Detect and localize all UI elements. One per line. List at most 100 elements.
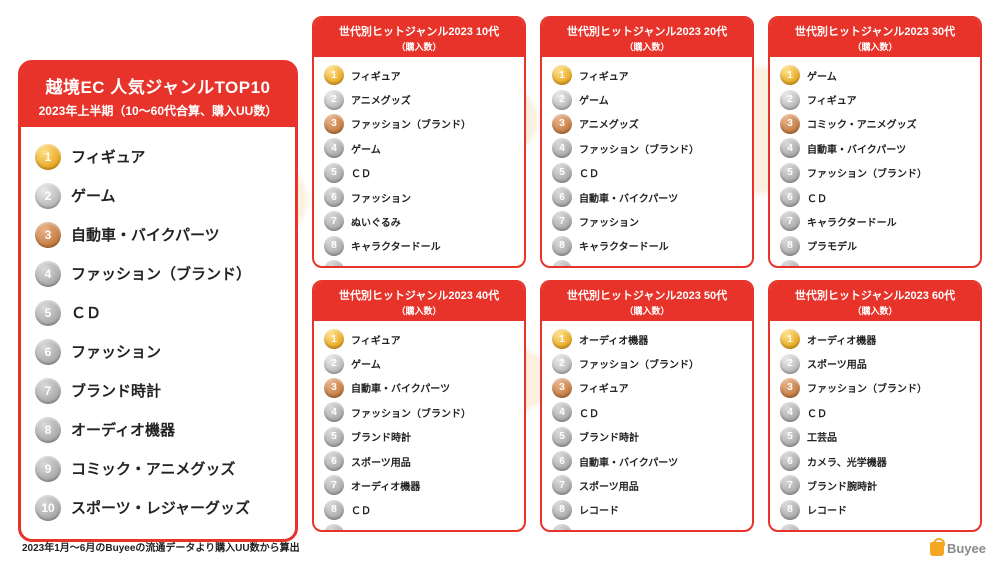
card-rank-row: 1 フィギュア [324,327,514,351]
main-rank-label: ゲーム [71,185,116,206]
card-rank-row: 3 フィギュア [552,376,742,400]
card-rank-label: 自動車・バイクパーツ [807,141,906,156]
rank-medal-7: 7 [780,475,800,495]
main-rank-row: 7 ブランド時計 [35,371,281,410]
card-rank-label: ゲーム [351,356,381,371]
card-header: 世代別ヒットジャンル2023 20代 （購入数） [542,18,752,57]
card-rank-label: ブランド腕時計 [807,478,877,493]
card-rank-label: フィギュア [807,527,857,532]
card-rank-label: 工芸品 [807,429,837,444]
card-rank-row: 8 プラモデル [780,234,970,258]
card-rank-label: プラモデル [579,527,629,532]
rank-medal-6: 6 [324,451,344,471]
card-rank-row: 2 ゲーム [552,87,742,111]
rank-medal-5: 5 [324,427,344,447]
rank-medal-4: 4 [552,402,572,422]
rank-medal-8: 8 [35,417,61,443]
main-subtitle: 2023年上半期（10～60代合算、購入UU数） [25,102,291,119]
card-rank-row: 2 フィギュア [780,87,970,111]
rank-medal-2: 2 [35,183,61,209]
card-rank-row: 1 フィギュア [324,63,514,87]
card-rank-label: ゲーム [807,68,837,83]
card-rank-label: カメラ、光学機器 [807,454,887,469]
main-rank-row: 1 フィギュア [35,137,281,176]
card-rank-row: 6 カメラ、光学機器 [780,449,970,473]
card-rank-row: 7 ぬいぐるみ [324,209,514,233]
rank-medal-4: 4 [552,138,572,158]
card-rank-label: ファッション（ブランド） [807,380,927,395]
card-rank-row: 3 自動車・バイクパーツ [324,376,514,400]
card-rank-label: ＣＤ [579,165,599,180]
rank-medal-8: 8 [552,500,572,520]
card-rank-label: ゲーム [579,92,609,107]
card-rank-row: 1 ゲーム [780,63,970,87]
card-rank-label: 自動車・バイクパーツ [579,454,678,469]
card-header: 世代別ヒットジャンル2023 60代 （購入数） [770,282,980,321]
card-rank-label: アニメグッズ [579,116,639,131]
card-subtitle: （購入数） [318,304,520,317]
card-rank-row: 3 ファッション（ブランド） [324,112,514,136]
card-rank-row: 9 プラモデル [552,522,742,532]
rank-medal-8: 8 [780,500,800,520]
card-rank-row: 3 アニメグッズ [552,112,742,136]
rank-medal-9: 9 [324,260,344,268]
card-rank-label: オーディオ機器 [807,332,876,347]
card-rank-row: 8 レコード [780,498,970,522]
card-rank-label: アニメグッズ [351,92,411,107]
card-rank-label: ブランド時計 [351,429,411,444]
rank-medal-4: 4 [780,402,800,422]
rank-medal-5: 5 [552,427,572,447]
rank-medal-3: 3 [780,114,800,134]
rank-medal-2: 2 [552,90,572,110]
card-rank-label: ぬいぐるみ [579,263,629,268]
card-rank-row: 6 スポーツ用品 [324,449,514,473]
rank-medal-1: 1 [324,65,344,85]
card-subtitle: （購入数） [774,304,976,317]
card-header: 世代別ヒットジャンル2023 50代 （購入数） [542,282,752,321]
rank-medal-1: 1 [552,329,572,349]
card-rank-row: 6 ファッション [324,185,514,209]
main-rank-row: 2 ゲーム [35,176,281,215]
card-rank-label: ブランド時計 [579,429,639,444]
age-group-grid: 世代別ヒットジャンル2023 10代 （購入数） 1 フィギュア 2 アニメグッ… [312,16,982,532]
rank-medal-6: 6 [552,451,572,471]
rank-medal-9: 9 [324,524,344,532]
card-rank-label: ファッション [807,263,867,268]
main-rank-row: 4 ファッション（ブランド） [35,254,281,293]
card-rank-row: 3 コミック・アニメグッズ [780,112,970,136]
card-rank-row: 1 フィギュア [552,63,742,87]
card-rank-label: プラモデル [807,238,857,253]
card-rank-label: ファッション [351,190,411,205]
card-rank-row: 9 フィギュア [780,522,970,532]
rank-medal-3: 3 [780,378,800,398]
card-rank-label: ＣＤ [351,502,371,517]
card-list: 1 ゲーム 2 フィギュア 3 コミック・アニメグッズ 4 自動車・バイクパーツ [770,57,980,268]
rank-medal-3: 3 [552,114,572,134]
card-rank-label: ファッション（ブランド） [579,356,699,371]
card-rank-row: 8 ＣＤ [324,498,514,522]
main-ranking-card: 越境EC 人気ジャンルTOP10 2023年上半期（10～60代合算、購入UU数… [18,60,298,542]
rank-medal-7: 7 [324,211,344,231]
rank-medal-3: 3 [552,378,572,398]
card-list: 1 フィギュア 2 ゲーム 3 アニメグッズ 4 ファッション（ブランド） [542,57,752,268]
rank-medal-7: 7 [552,211,572,231]
rank-medal-8: 8 [324,500,344,520]
card-rank-row: 4 ＣＤ [780,400,970,424]
card-rank-label: ファッション（ブランド） [579,141,699,156]
card-rank-label: スポーツ用品 [351,454,411,469]
card-subtitle: （購入数） [546,304,748,317]
card-rank-label: フィギュア [579,68,629,83]
main-rank-label: コミック・アニメグッズ [71,458,235,479]
card-rank-row: 9 プラモデル [324,522,514,532]
card-rank-label: キャラクタードール [807,214,897,229]
rank-medal-2: 2 [780,90,800,110]
rank-medal-4: 4 [35,261,61,287]
card-rank-row: 6 ＣＤ [780,185,970,209]
card-rank-label: ファッション（ブランド） [351,116,471,131]
rank-medal-4: 4 [324,402,344,422]
card-rank-row: 7 ファッション [552,209,742,233]
rank-medal-1: 1 [324,329,344,349]
rank-medal-2: 2 [780,354,800,374]
card-rank-row: 2 スポーツ用品 [780,351,970,375]
card-rank-row: 6 自動車・バイクパーツ [552,449,742,473]
